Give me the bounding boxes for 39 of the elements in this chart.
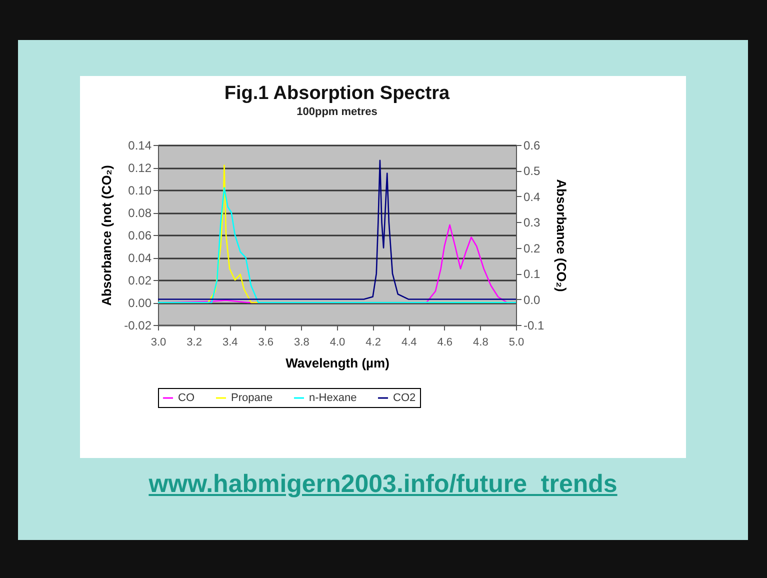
- y2-tick-label: -0.1: [524, 318, 545, 332]
- y2-tick-label: 0.3: [524, 216, 541, 230]
- x-tick-label: 5.0: [508, 336, 524, 348]
- y-tick-label: 0.02: [128, 274, 152, 288]
- y-tick-label: 0.06: [128, 228, 152, 242]
- y-tick-label: 0.12: [128, 161, 152, 175]
- y2-tick-label: 0.0: [524, 292, 541, 307]
- y-tick-label: 0.10: [128, 184, 152, 198]
- y-tick-label: 0.08: [128, 206, 152, 220]
- legend-label: Propane: [231, 392, 273, 404]
- x-tick-label: 3.6: [258, 336, 274, 348]
- x-tick-label: 4.8: [473, 336, 488, 348]
- y-axis-title: Absorbance (not (CO₂): [99, 165, 114, 306]
- y2-tick-label: 0.4: [524, 190, 541, 204]
- line-series: [157, 187, 517, 304]
- y-tick-label: 0.04: [128, 251, 152, 265]
- x-tick-label: 4.4: [401, 336, 417, 348]
- x-tick-label: 4.2: [366, 336, 381, 348]
- chart-title: Fig.1 Absorption Spectra: [224, 83, 450, 104]
- y2-axis-title: Absorbance (CO₂): [554, 179, 570, 292]
- x-tick-label: 3.4: [222, 336, 238, 348]
- y2-tick-label: 0.6: [524, 138, 541, 152]
- y-tick-label: 0.14: [128, 138, 152, 152]
- y2-tick-label: 0.2: [524, 241, 541, 256]
- y2-tick-label: 0.5: [524, 164, 541, 178]
- legend-label: CO2: [393, 392, 416, 404]
- chart-subtitle: 100ppm metres: [296, 106, 378, 118]
- legend-label: n-Hexane: [309, 392, 357, 404]
- text: www.habmigern2003.info/future_trends: [148, 470, 618, 499]
- x-tick-label: 3.2: [186, 336, 202, 348]
- x-tick-label: 4.0: [330, 336, 346, 348]
- y2-tick-label: 0.1: [524, 267, 541, 282]
- x-tick-label: 3.0: [150, 336, 166, 348]
- legend-label: CO: [178, 392, 195, 404]
- x-tick-label: 3.8: [294, 336, 310, 348]
- x-tick-label: 4.6: [437, 336, 453, 348]
- y-tick-label: -0.02: [124, 318, 152, 332]
- x-axis-title: Wavelength (µm): [286, 356, 390, 370]
- y-tick-label: 0.00: [128, 296, 152, 310]
